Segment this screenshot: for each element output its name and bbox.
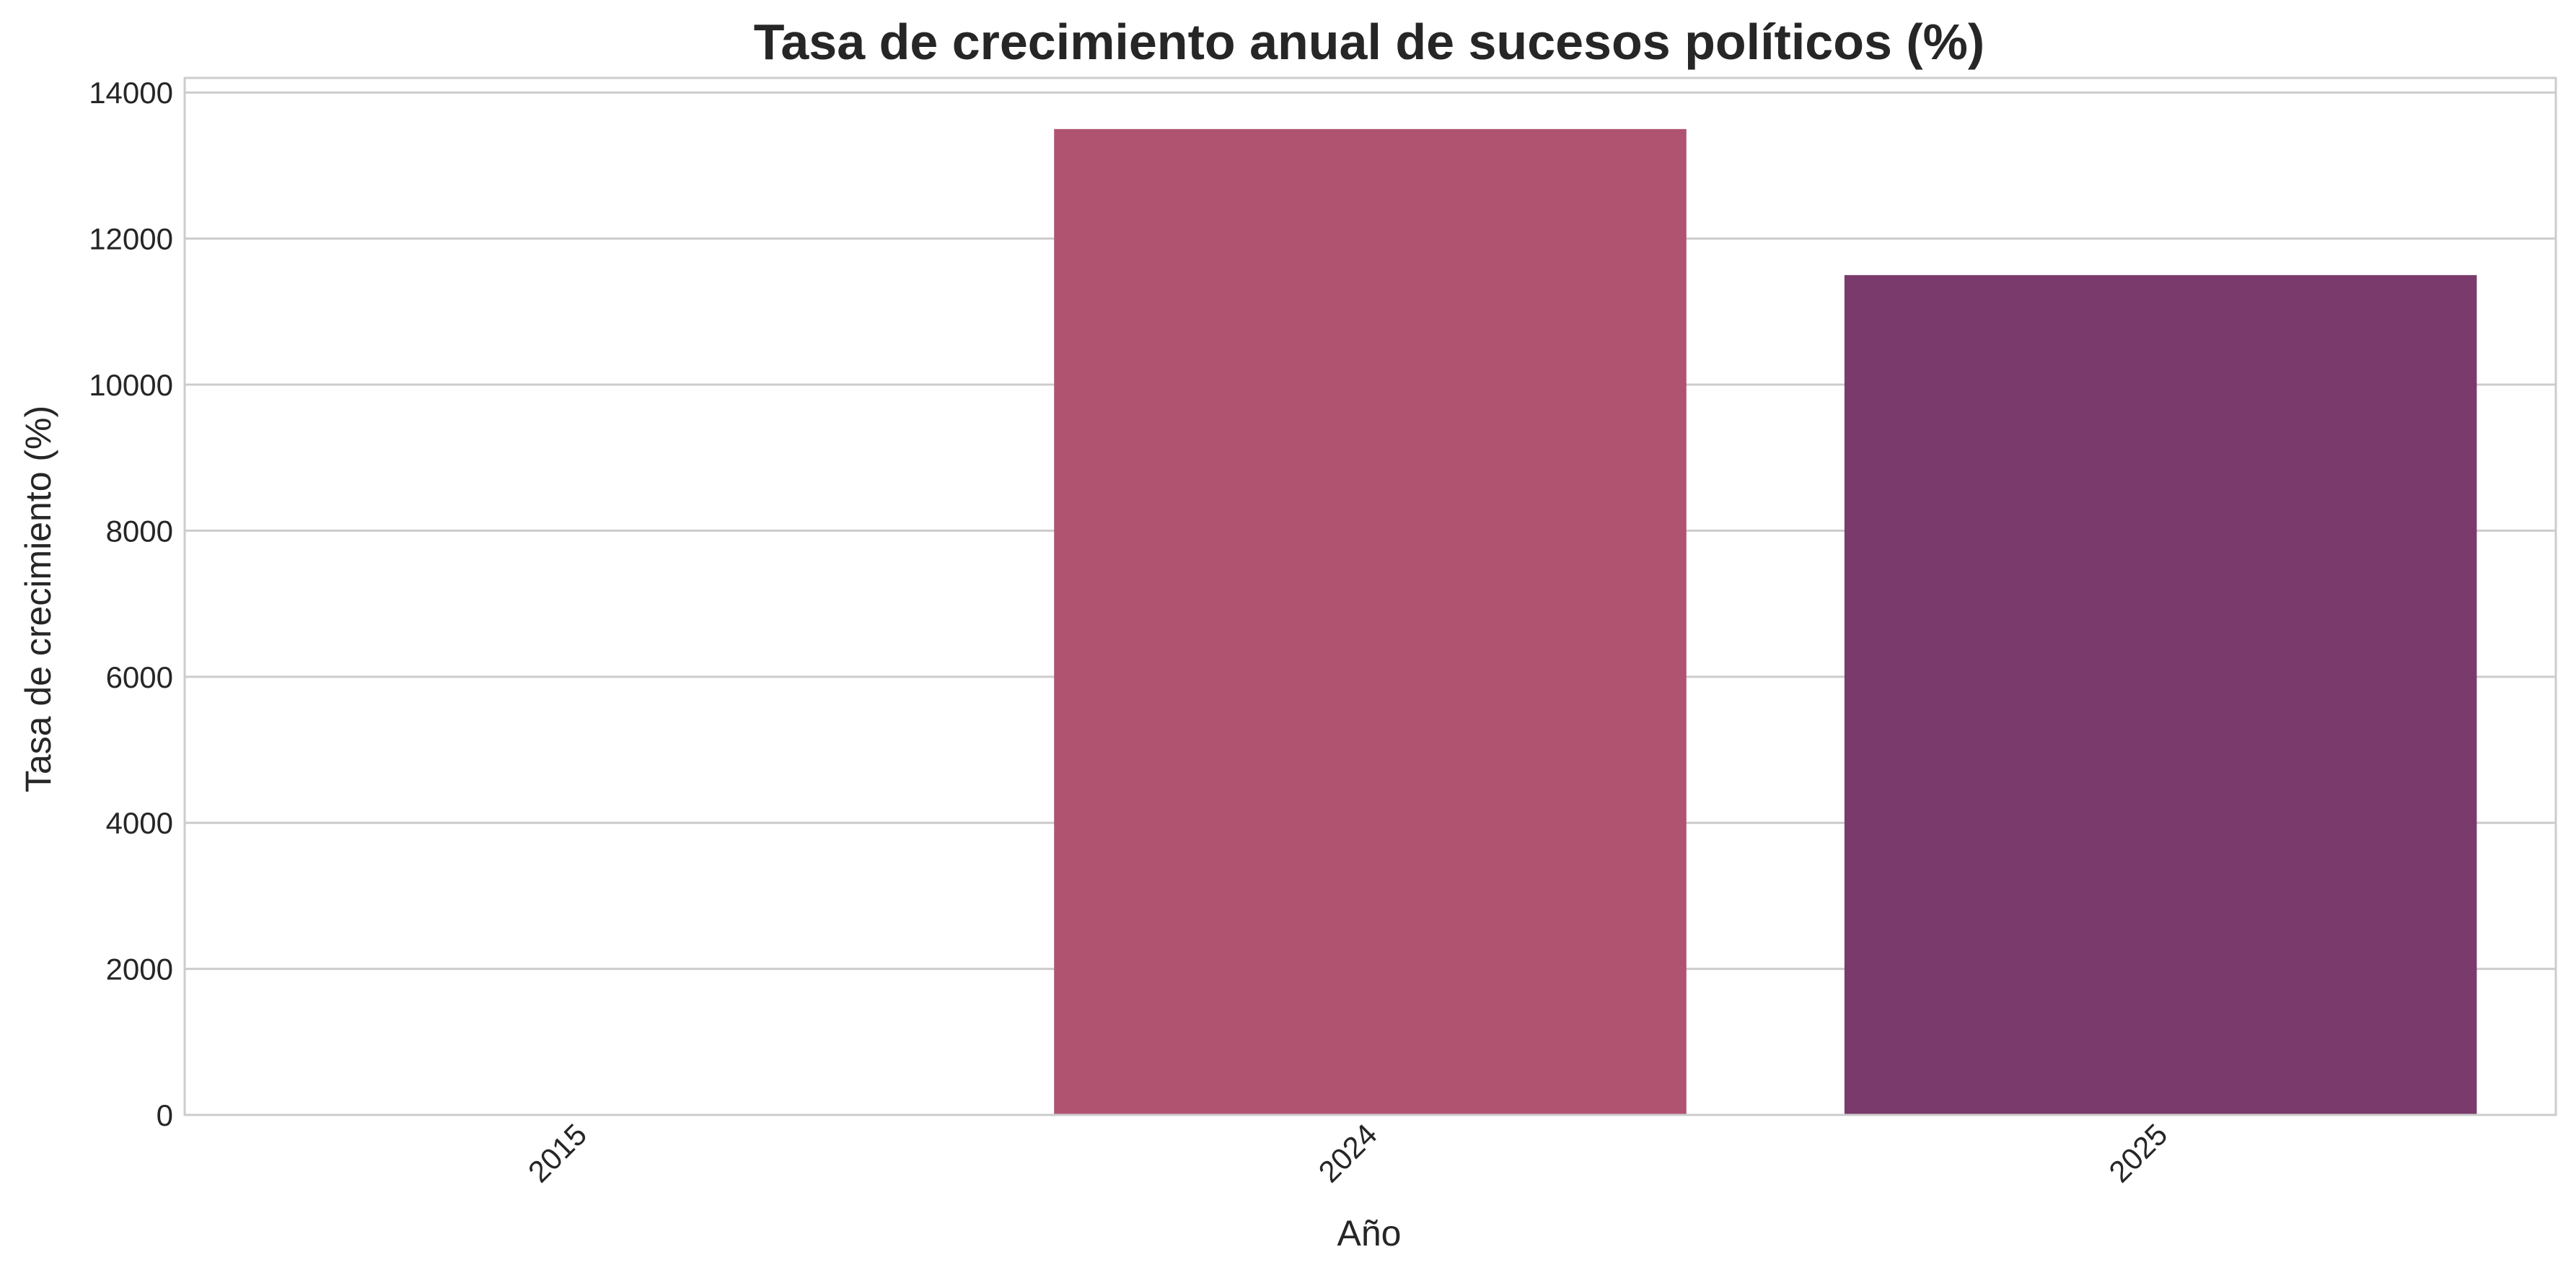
x-axis-ticks: 2015 2024 2025 [522, 1117, 2174, 1189]
y-tick-label: 4000 [106, 806, 173, 840]
y-tick-label: 0 [157, 1098, 173, 1132]
y-tick-label: 10000 [89, 368, 173, 402]
x-axis-label: Año [1337, 1213, 1402, 1253]
y-tick-label: 2000 [106, 953, 173, 986]
bars [1054, 128, 2477, 1116]
plot-frame [183, 76, 2557, 1116]
bar-2024 [1054, 128, 1687, 1116]
chart-title: Tasa de crecimiento anual de sucesos pol… [754, 14, 1984, 70]
bar-2025 [1844, 275, 2477, 1115]
y-tick-label: 14000 [89, 76, 173, 110]
y-tick-label: 12000 [89, 222, 173, 256]
y-axis-label: Tasa de crecimiento (%) [18, 406, 58, 792]
y-tick-label: 8000 [106, 514, 173, 548]
x-tick-label: 2015 [522, 1117, 593, 1189]
x-tick-label: 2025 [2102, 1117, 2173, 1189]
x-tick-label: 2024 [1312, 1117, 1384, 1189]
y-tick-label: 6000 [106, 660, 173, 694]
y-axis-ticks: 0 2000 4000 6000 8000 10000 12000 14000 [89, 76, 173, 1132]
